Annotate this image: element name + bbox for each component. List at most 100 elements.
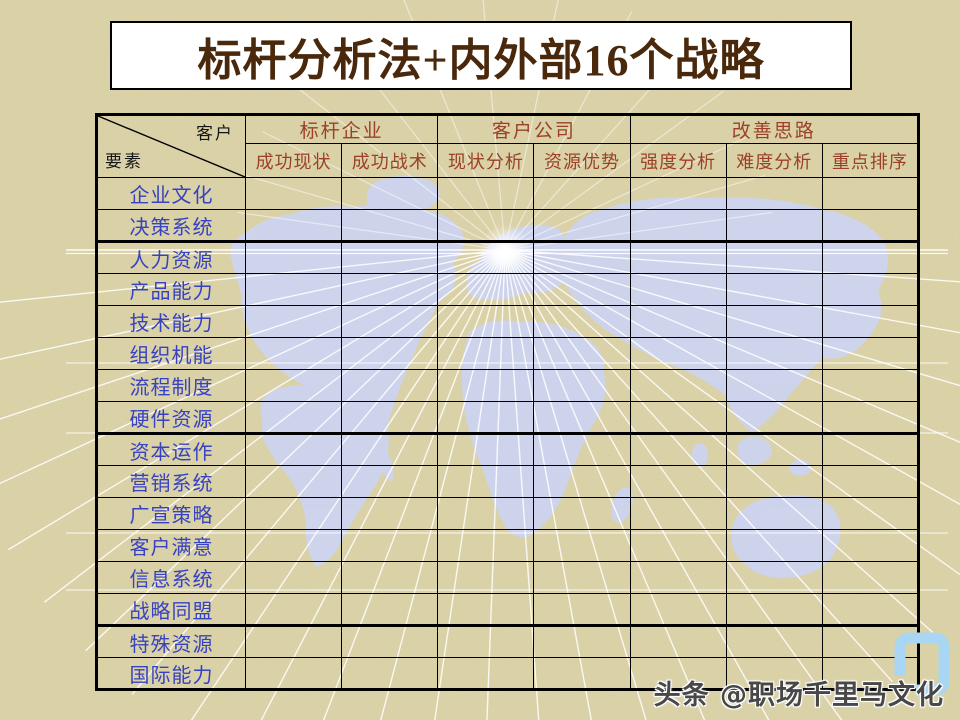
table-cell <box>341 529 439 562</box>
table-row: 战略同盟 <box>96 593 920 626</box>
table-cell <box>821 369 920 402</box>
table-cell <box>821 337 920 370</box>
table-cell <box>629 561 727 594</box>
table-cell <box>244 337 343 370</box>
table-cell <box>629 337 727 370</box>
table-cell <box>725 369 823 402</box>
table-row: 营销系统 <box>96 465 920 498</box>
row-label: 广宣策略 <box>96 497 246 530</box>
table-cell <box>533 529 631 562</box>
table-cell <box>629 369 727 402</box>
row-label: 人力资源 <box>96 240 246 274</box>
table-cell <box>629 529 727 562</box>
table-cell <box>533 465 631 498</box>
row-label: 资本运作 <box>96 432 246 466</box>
table-cell <box>244 177 343 210</box>
table-row: 技术能力 <box>96 305 920 338</box>
table-cell <box>821 497 920 530</box>
title-box: 标杆分析法+内外部16个战略 <box>110 21 852 90</box>
table-cell <box>341 497 439 530</box>
table-cell <box>437 465 535 498</box>
table-cell <box>244 624 343 658</box>
table-cell <box>437 369 535 402</box>
table-cell <box>533 401 631 434</box>
table-cell <box>533 209 631 242</box>
column-header: 资源优势 <box>533 143 631 178</box>
table-cell <box>629 177 727 210</box>
corner-diagonal-cell: 客户 要素 <box>96 114 246 178</box>
table-cell <box>341 624 439 658</box>
table-cell <box>725 593 823 626</box>
corner-label-factor: 要素 <box>105 152 143 171</box>
row-label: 技术能力 <box>96 305 246 338</box>
column-group-header: 改善思路 <box>629 114 920 144</box>
table-cell <box>437 657 535 690</box>
table-row: 人力资源 <box>96 240 920 274</box>
table-cell <box>341 465 439 498</box>
table-cell <box>533 657 631 690</box>
row-label: 信息系统 <box>96 561 246 594</box>
table-cell <box>437 497 535 530</box>
table-cell <box>629 305 727 338</box>
column-group-header: 客户公司 <box>437 114 631 144</box>
table-cell <box>533 497 631 530</box>
table-cell <box>244 369 343 402</box>
table-cell <box>437 593 535 626</box>
table-cell <box>244 401 343 434</box>
table-cell <box>341 209 439 242</box>
table-cell <box>821 432 920 466</box>
table-cell <box>821 561 920 594</box>
table-cell <box>341 240 439 274</box>
row-label: 产品能力 <box>96 273 246 306</box>
column-header: 难度分析 <box>725 143 823 178</box>
table-cell <box>533 240 631 274</box>
column-header: 成功现状 <box>244 143 343 178</box>
table-cell <box>437 529 535 562</box>
table-cell <box>821 209 920 242</box>
table-cell <box>725 177 823 210</box>
table-cell <box>821 401 920 434</box>
table-cell <box>533 273 631 306</box>
column-group-row: 客户 要素 标杆企业 客户公司 改善思路 <box>96 114 920 178</box>
table-cell <box>821 305 920 338</box>
table-cell <box>437 209 535 242</box>
table-cell <box>533 305 631 338</box>
column-group-header: 标杆企业 <box>244 114 439 144</box>
table-cell <box>341 593 439 626</box>
table-cell <box>629 401 727 434</box>
table-cell <box>725 497 823 530</box>
table-cell <box>341 657 439 690</box>
table-cell <box>725 240 823 274</box>
table-cell <box>341 273 439 306</box>
row-label: 流程制度 <box>96 369 246 402</box>
table-row: 组织机能 <box>96 337 920 370</box>
table-cell <box>725 305 823 338</box>
table-cell <box>629 593 727 626</box>
row-label: 客户满意 <box>96 529 246 562</box>
table-cell <box>725 624 823 658</box>
table-row: 客户满意 <box>96 529 920 562</box>
table-cell <box>341 401 439 434</box>
table-cell <box>821 273 920 306</box>
table-cell <box>725 465 823 498</box>
table-row: 企业文化 <box>96 177 920 210</box>
table-cell <box>821 593 920 626</box>
table-cell <box>244 209 343 242</box>
row-label: 国际能力 <box>96 657 246 690</box>
row-label: 硬件资源 <box>96 401 246 434</box>
corner-label-customer: 客户 <box>196 124 234 143</box>
table-cell <box>629 465 727 498</box>
table-cell <box>341 369 439 402</box>
column-header: 成功战术 <box>341 143 439 178</box>
table-cell <box>629 432 727 466</box>
table-cell <box>533 593 631 626</box>
table-cell <box>244 465 343 498</box>
table-cell <box>629 240 727 274</box>
table-cell <box>533 624 631 658</box>
table-cell <box>821 529 920 562</box>
table-cell <box>341 337 439 370</box>
table-cell <box>437 401 535 434</box>
table-cell <box>629 497 727 530</box>
table-cell <box>725 209 823 242</box>
table-cell <box>437 273 535 306</box>
